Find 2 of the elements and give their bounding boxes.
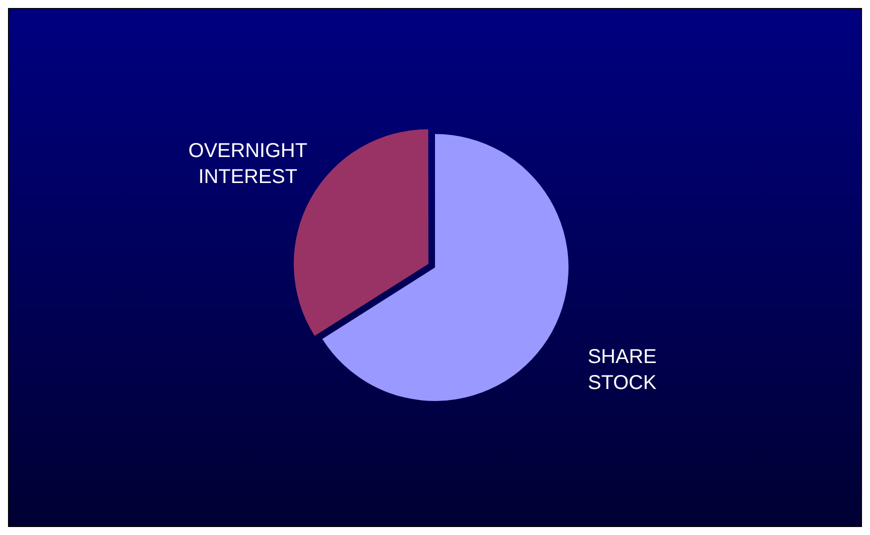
slice-label: SHARE STOCK [588, 346, 658, 394]
slice-label: OVERNIGHT INTEREST [188, 140, 308, 188]
